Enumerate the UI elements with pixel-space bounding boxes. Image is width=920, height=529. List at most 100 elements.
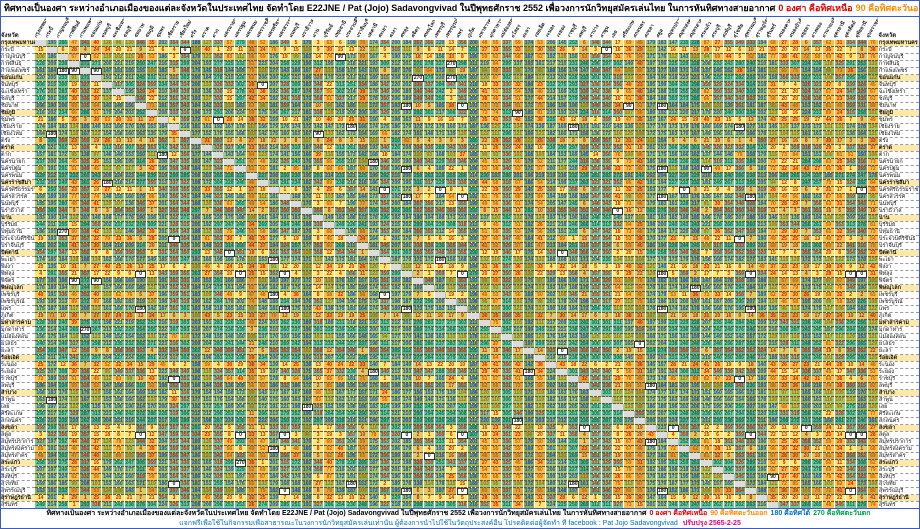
bearing-cell: 13 [135, 312, 147, 320]
bearing-cell: 171 [689, 389, 702, 397]
bearing-cell: 326 [79, 466, 92, 474]
bearing-cell: 46 [201, 263, 214, 271]
bearing-cell: 342 [379, 81, 391, 89]
bearing-cell-cardinal: 270 [445, 74, 458, 82]
bearing-cell: 28 [512, 137, 524, 145]
bearing-cell: 354 [434, 424, 447, 432]
bearing-cell: 311 [412, 179, 425, 187]
bearing-cell: 318 [545, 207, 558, 215]
bearing-cell: 85 [667, 375, 680, 383]
row-label-right: เลย [877, 403, 919, 411]
bearing-cell: 52 [745, 53, 757, 61]
bearing-cell: 352 [212, 424, 225, 432]
bearing-cell: 13 [512, 207, 524, 215]
bearing-cell: 173 [434, 67, 447, 75]
bearing-cell: 182 [301, 179, 314, 187]
diagonal-cell [656, 431, 669, 439]
bearing-cell: 271 [90, 60, 103, 68]
bearing-cell: 18 [800, 312, 813, 320]
bearing-cell: 235 [567, 228, 580, 236]
row-label-left: บุรีรัมย์ [1, 221, 36, 229]
bearing-cell: 275 [79, 319, 92, 327]
bearing-cell: 227 [257, 172, 269, 180]
bearing-cell: 242 [434, 88, 447, 96]
bearing-cell: 171 [423, 256, 436, 264]
bearing-cell: 291 [601, 326, 613, 334]
bearing-cell: 2 [856, 291, 868, 299]
bearing-cell: 143 [357, 67, 369, 75]
bearing-cell: 184 [46, 67, 58, 75]
bearing-cell: 192 [467, 284, 480, 292]
bearing-cell: 192 [545, 53, 558, 61]
bearing-cell: 190 [567, 214, 580, 222]
bearing-cell: 177 [390, 333, 402, 341]
bearing-cell: 134 [68, 123, 81, 131]
bearing-cell: 92 [445, 67, 458, 75]
bearing-cell: 251 [434, 459, 447, 467]
bearing-cell: 318 [734, 277, 746, 285]
row-label-left: มุกดาหาร [1, 326, 36, 334]
bearing-cell: 179 [157, 130, 169, 138]
bearing-cell: 11 [135, 116, 147, 124]
bearing-cell: 89 [689, 375, 702, 383]
bearing-cell: 175 [301, 368, 314, 376]
bearing-cell: 325 [534, 410, 547, 418]
bearing-cell: 226 [667, 319, 680, 327]
column-header: อำนาจเจริญ [822, 17, 835, 39]
bearing-cell: 357 [845, 424, 857, 432]
bearing-cell: 155 [212, 333, 225, 341]
bearing-cell: 14 [279, 361, 291, 369]
bearing-cell: 115 [445, 284, 458, 292]
bearing-cell: 47 [623, 116, 635, 124]
bearing-cell: 307 [789, 60, 802, 68]
bearing-cell: 289 [612, 326, 624, 334]
bearing-cell: 118 [179, 333, 192, 341]
bearing-cell: 260 [279, 326, 291, 334]
bearing-cell: 172 [523, 102, 536, 110]
column-header: นครปฐม [234, 19, 247, 39]
bearing-cell: 20 [334, 116, 347, 124]
bearing-cell: 48 [68, 200, 81, 208]
bearing-cell: 183 [467, 130, 480, 138]
bearing-cell: 221 [112, 417, 125, 425]
bearing-cell: 333 [501, 88, 513, 96]
bearing-cell: 11 [90, 81, 103, 89]
bearing-cell: 313 [845, 221, 857, 229]
bearing-cell: 245 [689, 242, 702, 250]
bearing-cell: 262 [79, 417, 92, 425]
bearing-cell: 157 [35, 151, 47, 159]
bearing-cell: 359 [279, 102, 291, 110]
bearing-cell: 50 [246, 375, 258, 383]
bearing-cell: 162 [334, 102, 347, 110]
bearing-cell: 113 [789, 403, 802, 411]
bearing-cell: 233 [234, 319, 247, 327]
bearing-cell: 174 [667, 305, 680, 313]
bearing-cell: 126 [623, 305, 635, 313]
bearing-cell: 293 [601, 403, 613, 411]
bearing-cell: 167 [334, 389, 347, 397]
bearing-cell: 191 [101, 74, 114, 82]
bearing-cell: 153 [357, 396, 369, 404]
bearing-cell: 354 [168, 200, 181, 208]
bearing-cell: 187 [467, 361, 480, 369]
bearing-cell: 230 [334, 60, 347, 68]
bearing-cell: 13 [201, 249, 214, 257]
bearing-cell: 58 [490, 179, 502, 187]
bearing-cell-cardinal: 90 [68, 277, 81, 285]
bearing-cell: 15 [357, 137, 369, 145]
matrix-row: ชุมพร 21 186 5 35 3 30 53 30 31 11 27 4 359 172 61 0 28 14… [1, 116, 919, 124]
bearing-cell: 183 [756, 256, 768, 264]
bearing-cell: 231 [567, 60, 580, 68]
bearing-cell: 168 [556, 256, 569, 264]
bearing-cell: 178 [645, 277, 658, 285]
bearing-cell: 319 [712, 158, 724, 166]
bearing-cell: 156 [290, 151, 303, 159]
diagonal-cell [190, 137, 203, 145]
bearing-cell: 188 [190, 382, 203, 390]
bearing-cell: 319 [501, 284, 513, 292]
bearing-cell: 6 [334, 186, 347, 194]
bearing-cell: 170 [368, 165, 380, 173]
bearing-cell: 345 [135, 200, 147, 208]
bearing-cell: 186 [190, 452, 203, 460]
corner-label-right: จังหวัด [878, 33, 897, 39]
